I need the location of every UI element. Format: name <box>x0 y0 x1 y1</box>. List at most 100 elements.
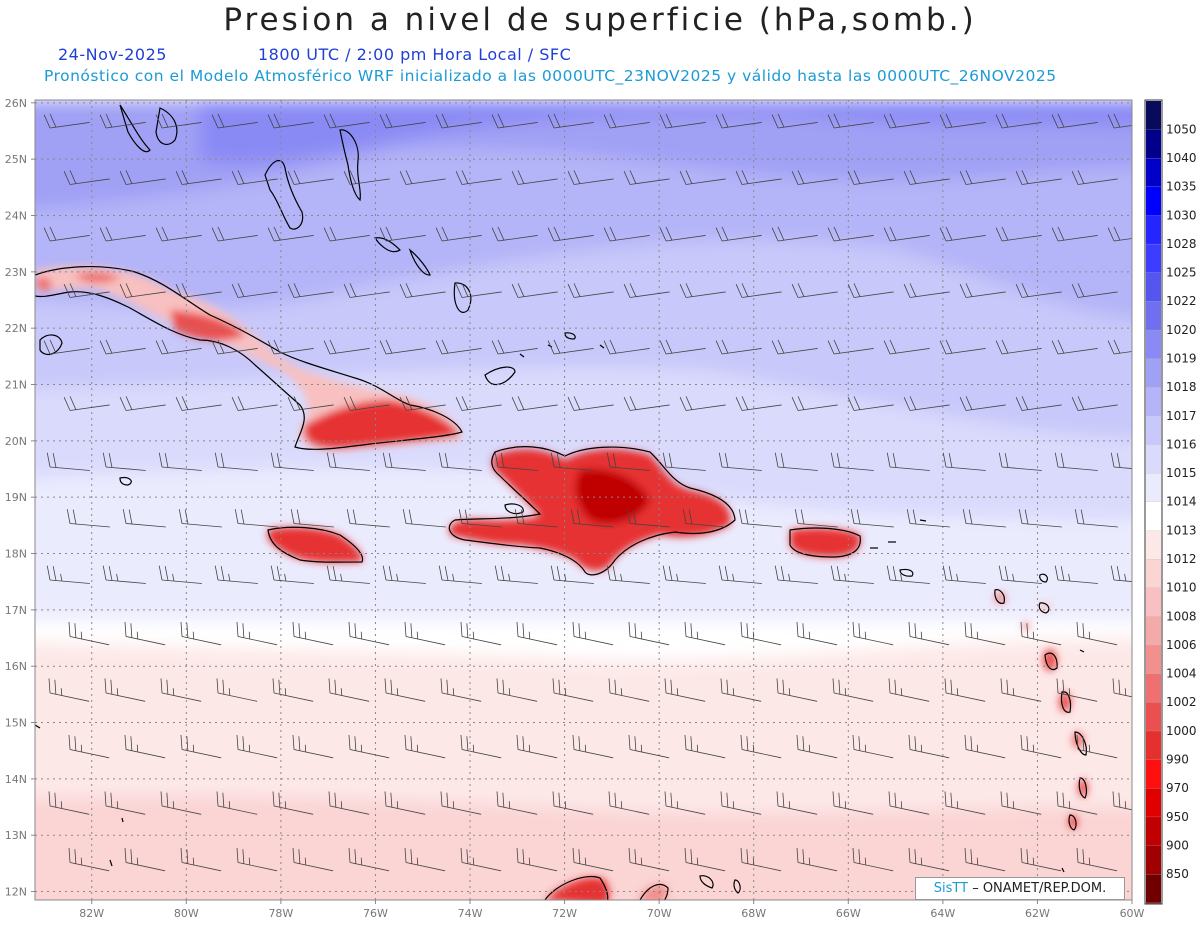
wind-barb <box>178 509 222 528</box>
colorbar-swatch <box>1146 473 1161 503</box>
colorbar-swatch <box>1146 616 1161 646</box>
wind-barb <box>348 847 390 872</box>
longitude-labels: 82W 80W 78W 76W 74W 72W 70W 68W 66W 64W 62W 60W <box>79 900 1145 920</box>
wind-barb <box>404 734 446 759</box>
wind-barb <box>231 170 278 185</box>
wind-barb <box>715 226 762 242</box>
wind-barb <box>1054 565 1098 584</box>
wind-barb <box>214 565 258 584</box>
wind-barb <box>603 226 650 242</box>
wind-barb <box>827 113 874 129</box>
wind-barb <box>998 452 1042 471</box>
wind-barb <box>323 226 370 242</box>
wind-barb <box>328 791 370 815</box>
wind-barb <box>343 170 390 185</box>
wind-barb <box>494 565 538 584</box>
lon-tick-label: 76W <box>363 907 388 920</box>
wind-barb <box>122 509 166 528</box>
wind-barb <box>438 565 482 584</box>
wind-barb <box>998 565 1042 584</box>
wind-barb <box>628 734 670 759</box>
wind-barb <box>964 734 1006 759</box>
wind-barb <box>216 678 258 702</box>
wind-barb <box>547 226 594 242</box>
wind-barb <box>662 565 706 584</box>
wind-barb <box>460 621 502 646</box>
colorbar-label: 1019 <box>1166 351 1197 365</box>
wind-barb <box>850 509 894 528</box>
wind-barb <box>1074 509 1118 528</box>
wind-barb <box>287 396 334 411</box>
wind-barb <box>379 339 426 355</box>
wind-barb <box>511 283 558 298</box>
wind-barb <box>63 396 110 411</box>
colorbar-swatch <box>1146 587 1161 618</box>
wind-barb <box>847 396 894 411</box>
colorbar-label: 970 <box>1166 781 1189 795</box>
wind-barb <box>791 283 838 298</box>
colorbar-label: 900 <box>1166 838 1189 852</box>
wind-barb <box>567 283 614 298</box>
wind-barb <box>155 339 202 355</box>
wind-barb <box>292 621 334 646</box>
wind-barb <box>63 283 110 298</box>
wind-barb <box>883 339 930 355</box>
wind-barb <box>888 678 930 702</box>
wind-barb <box>903 396 950 411</box>
wind-barb <box>68 621 110 646</box>
wind-barb <box>43 339 90 355</box>
wind-barb <box>516 847 558 872</box>
wind-barb <box>608 678 650 702</box>
colorbar-label: 1010 <box>1166 581 1197 595</box>
wind-barb <box>603 339 650 355</box>
wind-barb <box>1054 452 1098 471</box>
wind-barb <box>211 226 258 242</box>
wind-barb <box>160 678 202 702</box>
wind-barb <box>718 565 762 584</box>
wind-barb <box>715 113 762 129</box>
lon-tick-label: 82W <box>79 907 104 920</box>
wind-barb <box>404 621 446 646</box>
wind-barb <box>776 791 818 815</box>
lon-tick-label: 64W <box>930 907 955 920</box>
wind-barb <box>323 113 370 129</box>
lat-tick-label: 14N <box>5 773 27 786</box>
wind-barb <box>552 678 594 702</box>
wind-barb <box>944 678 986 702</box>
lat-tick-label: 19N <box>5 491 27 504</box>
wind-barb <box>155 113 202 129</box>
wind-barb <box>964 847 1006 872</box>
wind-barb <box>455 283 502 298</box>
colorbar-label: 1020 <box>1166 323 1197 337</box>
map-frame <box>34 99 1133 901</box>
wind-barb <box>572 621 614 646</box>
colorbar-label: 990 <box>1166 752 1189 766</box>
coastlines <box>35 104 1087 900</box>
wind-barb <box>1071 396 1118 411</box>
wind-barb <box>1107 226 1132 242</box>
wind-barb <box>236 621 278 646</box>
wind-barb <box>679 170 726 185</box>
wind-barb <box>774 565 818 584</box>
wind-barb <box>1000 791 1042 815</box>
wind-barb <box>399 396 446 411</box>
wind-barb <box>944 791 986 815</box>
wind-barb <box>886 565 930 584</box>
wind-barb <box>547 339 594 355</box>
wind-barb <box>827 339 874 355</box>
lat-tick-label: 25N <box>5 153 27 166</box>
colorbar-swatch <box>1146 416 1161 446</box>
wind-barb <box>323 339 370 355</box>
lon-tick-label: 66W <box>836 907 861 920</box>
wind-barb <box>1015 170 1062 185</box>
wind-barb <box>343 283 390 298</box>
colorbar-swatch <box>1146 874 1161 904</box>
colorbar-label: 1025 <box>1166 266 1197 280</box>
wind-barb <box>664 678 706 702</box>
wind-barb <box>346 509 390 528</box>
wind-barb <box>906 509 950 528</box>
wind-barb <box>1056 791 1098 815</box>
wind-barb <box>735 170 782 185</box>
colorbar-swatch <box>1146 301 1161 331</box>
